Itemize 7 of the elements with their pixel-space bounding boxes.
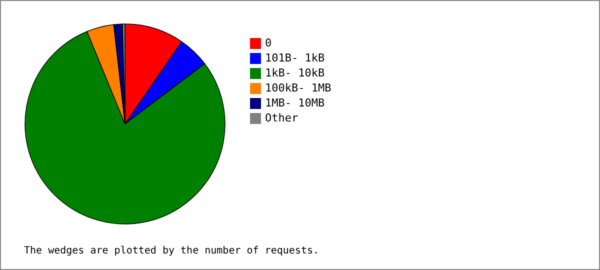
- legend-label: 100kB- 1MB: [265, 82, 332, 94]
- legend-label: 1MB- 10MB: [265, 96, 325, 110]
- legend-label: 101B- 1kB: [265, 52, 325, 64]
- legend-label: 1kB- 10kB: [265, 66, 325, 80]
- text: The wedges are plotted by the number of requests.: [24, 246, 320, 256]
- legend-label: Other: [265, 112, 298, 124]
- legend-label: 0: [265, 36, 272, 50]
